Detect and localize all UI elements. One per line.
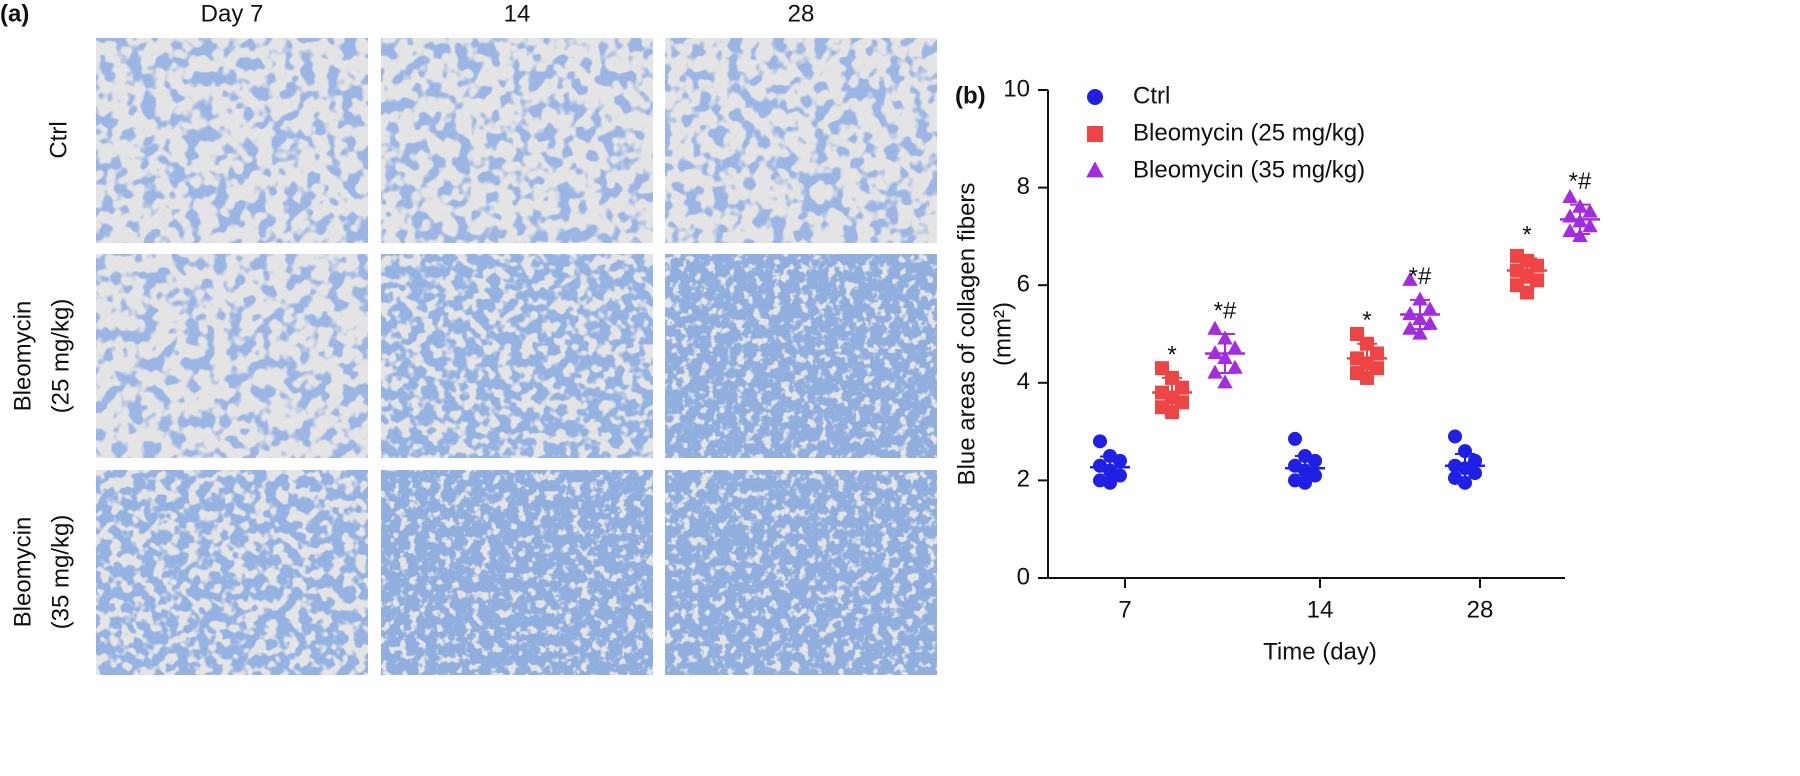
row-label: (35 mg/kg): [47, 515, 74, 630]
data-point: [1412, 325, 1428, 340]
legend-label: Ctrl: [1133, 82, 1170, 109]
data-point: [1093, 434, 1107, 449]
significance-mark: *#: [1214, 297, 1237, 324]
data-point: [1422, 301, 1438, 316]
error-bar: [1295, 455, 1315, 482]
error-bar: [1410, 298, 1430, 331]
column-header: Day 7: [201, 0, 264, 27]
data-point: [1402, 306, 1418, 321]
data-point: [1530, 273, 1544, 288]
data-point: [1103, 475, 1117, 490]
tissue: [665, 254, 937, 458]
significance-mark: *: [1522, 222, 1531, 249]
significance-mark: *: [1167, 341, 1176, 368]
tissue: [96, 254, 368, 458]
column-header: 28: [788, 0, 815, 27]
data-point: [1520, 285, 1534, 300]
data-point: [1207, 364, 1223, 379]
row-label: Ctrl: [45, 121, 72, 158]
data-point: [1468, 453, 1482, 468]
y-tick-label: 4: [1017, 368, 1030, 395]
legend-label: Bleomycin (25 mg/kg): [1133, 119, 1365, 146]
error-bar: [1100, 455, 1120, 479]
error-bar: [1215, 333, 1235, 375]
legend-marker: [1087, 89, 1103, 105]
data-point: [1207, 345, 1223, 360]
data-point: [1217, 374, 1233, 389]
data-point: [1422, 315, 1438, 330]
tissue: [381, 38, 653, 243]
error-bar: [1455, 453, 1475, 479]
row-label: (25 mg/kg): [47, 299, 74, 414]
significance-mark: *#: [1409, 263, 1432, 290]
micrographs: [96, 38, 937, 675]
error-bar: [1357, 342, 1377, 375]
data-point: [1402, 320, 1418, 335]
data-point: [1582, 218, 1598, 233]
error-bar: [1162, 376, 1182, 409]
y-tick-label: 8: [1017, 173, 1030, 200]
x-tick-label: 14: [1307, 596, 1334, 623]
data-point: [1227, 340, 1243, 355]
y-axis-label: Blue areas of collagen fibers: [953, 183, 980, 486]
data-point: [1113, 468, 1127, 483]
y-tick-label: 6: [1017, 271, 1030, 298]
data-point: [1572, 228, 1588, 242]
panel-label: (b): [955, 82, 986, 109]
y-tick-label: 10: [1003, 75, 1030, 102]
legend-label: Bleomycin (35 mg/kg): [1133, 156, 1365, 183]
tissue: [665, 38, 937, 243]
data-point: [1308, 453, 1322, 468]
tissue: [96, 470, 368, 675]
panel-label: (a): [0, 0, 29, 27]
x-axis-label: Time (day): [1263, 638, 1377, 665]
legend-marker: [1086, 161, 1104, 178]
legend-marker: [1087, 126, 1103, 142]
error-bar: [1517, 257, 1537, 284]
data-point: [1298, 475, 1312, 490]
data-point: [1165, 405, 1179, 420]
y-tick-label: 0: [1017, 563, 1030, 590]
x-tick-label: 28: [1467, 596, 1494, 623]
data-point: [1582, 203, 1598, 218]
significance-mark: *#: [1569, 168, 1592, 195]
row-label: Bleomycin: [9, 517, 36, 628]
data-point: [1360, 370, 1374, 385]
data-point: [1288, 431, 1302, 446]
error-bar: [1570, 203, 1590, 235]
significance-mark: *: [1362, 307, 1371, 334]
y-tick-label: 2: [1017, 466, 1030, 493]
tissue: [96, 38, 368, 243]
data-point: [1308, 468, 1322, 483]
data-point: [1562, 188, 1578, 203]
y-axis-unit: (mm²): [989, 302, 1016, 366]
tissue: [381, 254, 653, 458]
tissue: [665, 470, 937, 675]
data-point: [1227, 359, 1243, 374]
data-point: [1412, 291, 1428, 306]
row-label: Bleomycin: [9, 301, 36, 412]
data-point: [1458, 475, 1472, 490]
data-point: [1207, 320, 1223, 335]
x-tick-label: 7: [1118, 596, 1131, 623]
data-point: [1402, 271, 1418, 286]
column-header: 14: [504, 0, 531, 27]
tissue: [381, 470, 653, 675]
data-point: [1448, 429, 1462, 444]
